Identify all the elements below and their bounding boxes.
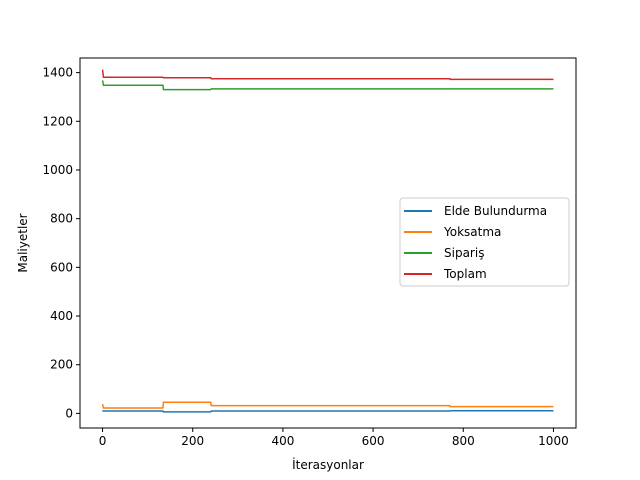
y-axis-label: Maliyetler xyxy=(16,213,30,272)
legend-label-1: Elde Bulundurma xyxy=(444,204,547,218)
series-line-3 xyxy=(101,80,554,91)
x-axis: 0 200 400 600 800 1000 xyxy=(99,428,569,448)
legend-box xyxy=(399,197,570,287)
plot-frame xyxy=(79,57,577,429)
plot-lines xyxy=(101,69,554,413)
series-line-1 xyxy=(101,409,554,413)
x-tick-label: 800 xyxy=(452,434,475,448)
y-axis: 0 200 400 600 800 1000 1200 1400 xyxy=(42,66,80,420)
y-tick-label: 1000 xyxy=(42,163,73,177)
y-tick-label: 200 xyxy=(50,358,73,372)
x-tick-label: 400 xyxy=(271,434,294,448)
series-line-2 xyxy=(101,401,554,409)
x-tick-label: 0 xyxy=(99,434,107,448)
x-tick-label: 1000 xyxy=(538,434,569,448)
series-line-4 xyxy=(101,69,554,81)
y-tick-label: 0 xyxy=(65,406,73,420)
y-tick-label: 1400 xyxy=(42,66,73,80)
x-tick-label: 200 xyxy=(181,434,204,448)
y-tick-label: 600 xyxy=(50,260,73,274)
x-tick-label: 600 xyxy=(362,434,385,448)
y-tick-label: 1200 xyxy=(42,114,73,128)
legend-label-4: Toplam xyxy=(443,267,487,281)
y-tick-label: 800 xyxy=(50,212,73,226)
legend-label-3: Sipariş xyxy=(444,246,484,260)
legend-label-2: Yoksatma xyxy=(443,225,501,239)
legend: Elde Bulundurma Yoksatma Sipariş Toplam xyxy=(399,197,570,287)
x-axis-label: İterasyonlar xyxy=(292,457,364,472)
y-tick-label: 400 xyxy=(50,309,73,323)
